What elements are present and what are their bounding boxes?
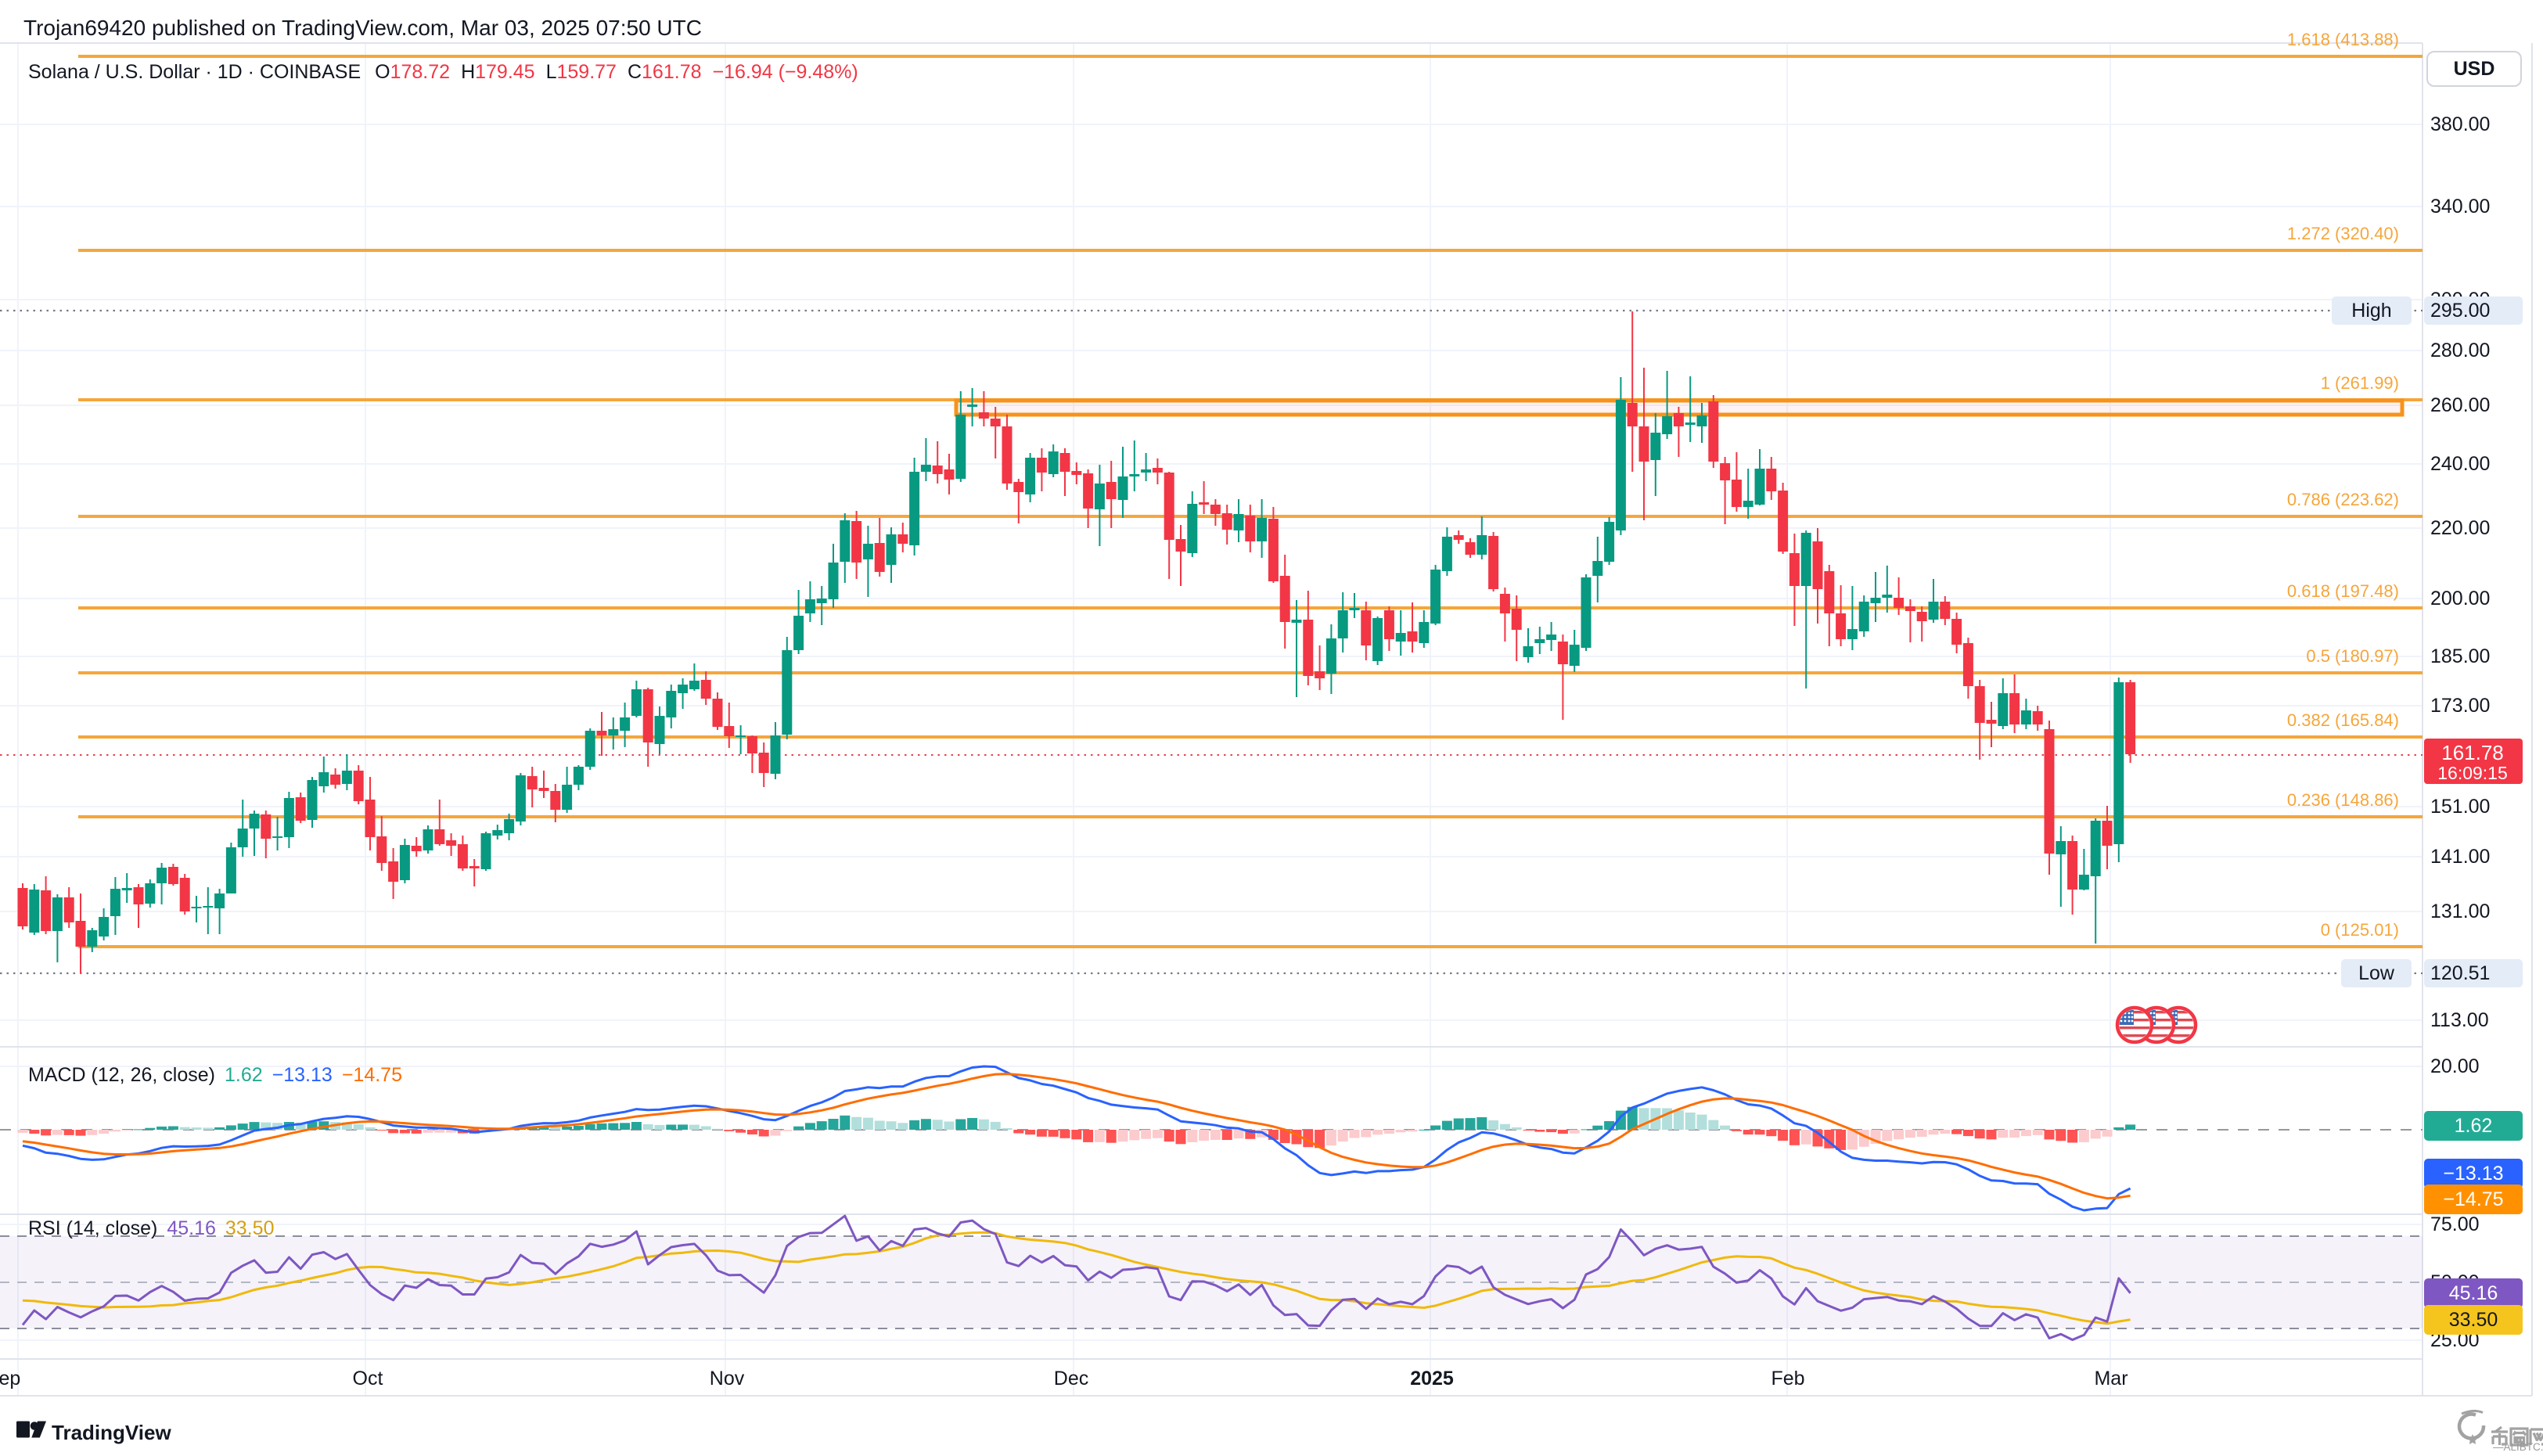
svg-text:USD: USD — [2454, 58, 2495, 80]
svg-text:1.62: 1.62 — [2455, 1115, 2493, 1137]
svg-text:141.00: 141.00 — [2430, 846, 2490, 868]
svg-text:0.786 (223.62): 0.786 (223.62) — [2287, 490, 2399, 509]
svg-text:75.00: 75.00 — [2430, 1213, 2480, 1235]
svg-text:33.50: 33.50 — [2449, 1309, 2498, 1331]
svg-text:161.78: 161.78 — [2441, 741, 2504, 764]
svg-text:260.00: 260.00 — [2430, 394, 2490, 416]
svg-text:2025: 2025 — [1410, 1368, 1454, 1389]
svg-text:113.00: 113.00 — [2430, 1009, 2489, 1031]
svg-text:185.00: 185.00 — [2430, 645, 2490, 667]
svg-text:Low: Low — [2358, 962, 2395, 984]
svg-text:0 (125.01): 0 (125.01) — [2321, 920, 2399, 940]
svg-text:280.00: 280.00 — [2430, 340, 2490, 361]
svg-text:High: High — [2351, 300, 2391, 322]
svg-text:20.00: 20.00 — [2430, 1055, 2480, 1077]
svg-text:151.00: 151.00 — [2430, 796, 2490, 818]
svg-text:Dec: Dec — [1054, 1368, 1088, 1389]
svg-text:1 (261.99): 1 (261.99) — [2321, 373, 2399, 393]
svg-text:TradingView: TradingView — [52, 1421, 171, 1444]
svg-text:−14.75: −14.75 — [2443, 1188, 2503, 1210]
svg-text:220.00: 220.00 — [2430, 517, 2490, 539]
svg-text:240.00: 240.00 — [2430, 453, 2490, 475]
svg-text:173.00: 173.00 — [2430, 695, 2490, 717]
svg-text:131.00: 131.00 — [2430, 901, 2490, 922]
svg-text:—ALIBTC.COM—: —ALIBTC.COM— — [2493, 1441, 2543, 1452]
svg-text:16:09:15: 16:09:15 — [2437, 763, 2508, 783]
svg-text:Nov: Nov — [710, 1368, 745, 1389]
svg-text:380.00: 380.00 — [2430, 113, 2490, 135]
svg-text:Solana / U.S. Dollar · 1D · CO: Solana / U.S. Dollar · 1D · COINBASE O178… — [28, 61, 858, 83]
svg-text:340.00: 340.00 — [2430, 196, 2490, 218]
svg-text:1.272 (320.40): 1.272 (320.40) — [2287, 224, 2399, 243]
svg-text:0.5 (180.97): 0.5 (180.97) — [2306, 646, 2399, 666]
svg-text:−13.13: −13.13 — [2443, 1163, 2503, 1185]
svg-text:Sep: Sep — [0, 1368, 20, 1389]
svg-text:0.236 (148.86): 0.236 (148.86) — [2287, 790, 2399, 810]
svg-text:45.16: 45.16 — [2449, 1282, 2498, 1304]
svg-text:0.382 (165.84): 0.382 (165.84) — [2287, 710, 2399, 730]
svg-text:120.51: 120.51 — [2430, 962, 2490, 984]
svg-text:295.00: 295.00 — [2430, 300, 2490, 322]
svg-text:200.00: 200.00 — [2430, 588, 2490, 609]
svg-text:1.618 (413.88): 1.618 (413.88) — [2287, 30, 2399, 49]
svg-text:Mar: Mar — [2094, 1368, 2128, 1389]
svg-text:Feb: Feb — [1771, 1368, 1804, 1389]
svg-text:Trojan69420 published on Tradi: Trojan69420 published on TradingView.com… — [23, 16, 702, 40]
svg-text:0.618 (197.48): 0.618 (197.48) — [2287, 581, 2399, 601]
svg-text:Oct: Oct — [353, 1368, 383, 1389]
